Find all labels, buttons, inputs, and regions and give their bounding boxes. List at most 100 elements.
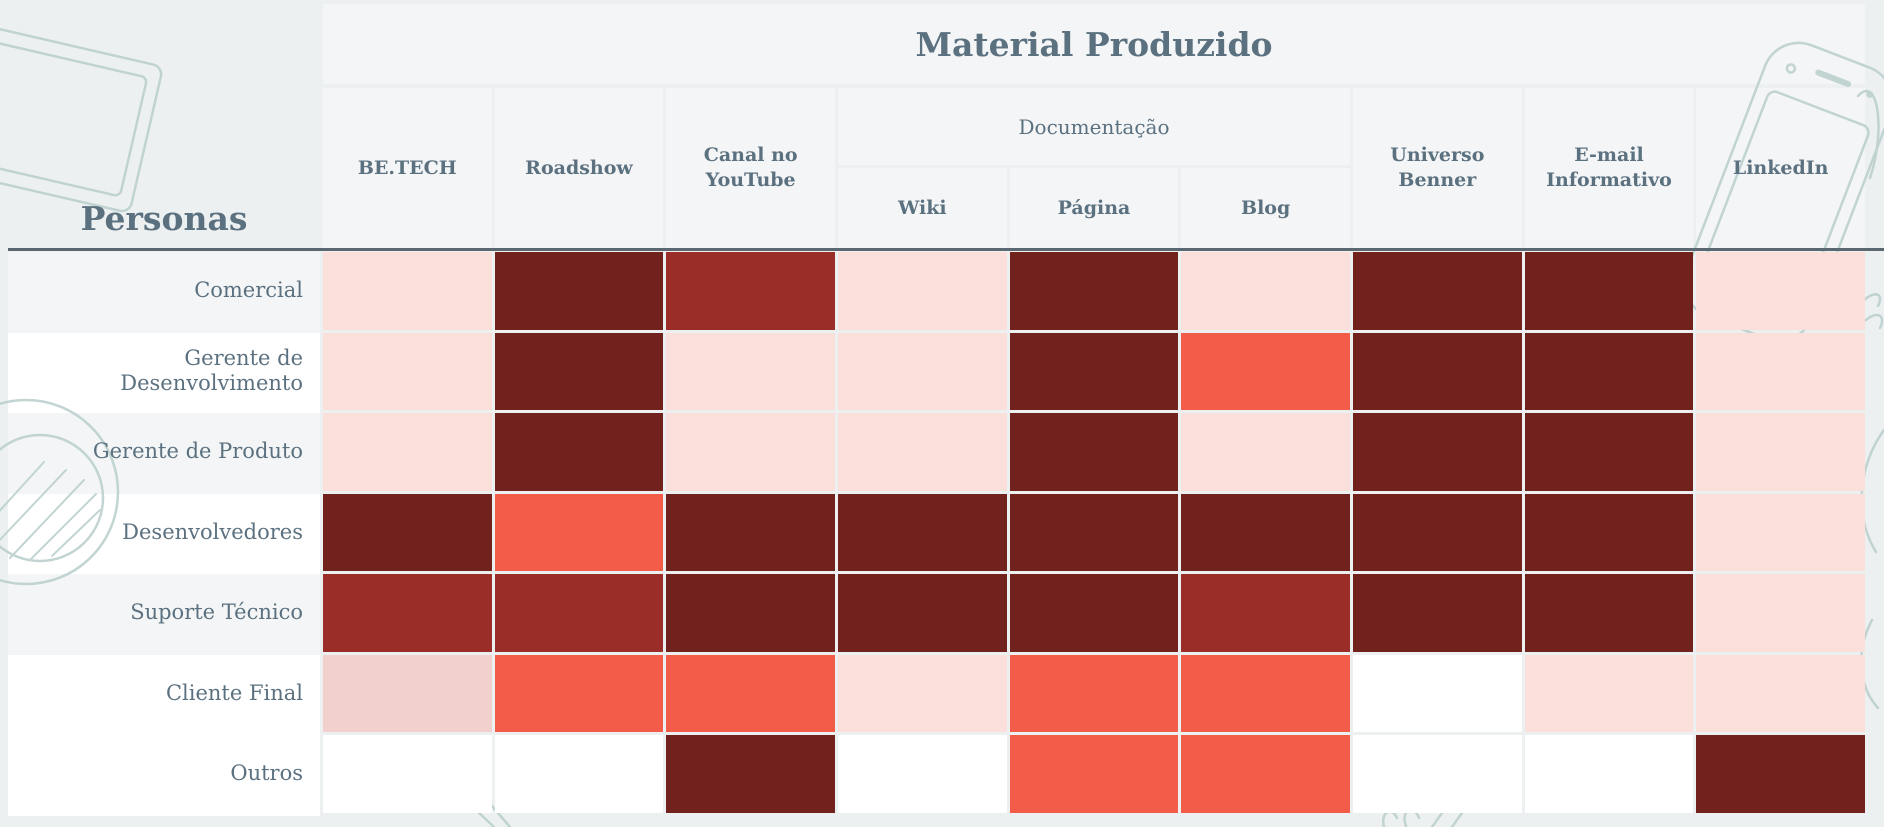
column-group-header-documentacao: Documentação xyxy=(1018,114,1170,139)
row-stripe xyxy=(8,574,320,655)
column-header-linkedin: LinkedIn xyxy=(1696,88,1865,248)
column-header-label: Blog xyxy=(1241,196,1291,219)
heatmap-cell xyxy=(1009,493,1179,571)
heatmap-cell xyxy=(666,574,835,652)
heatmap-cell xyxy=(494,654,664,732)
heatmap-cell xyxy=(1353,574,1522,652)
column-header-bg xyxy=(666,88,835,248)
row-label-cliente-final: Cliente Final xyxy=(165,680,303,705)
heatmap-cell xyxy=(1696,252,1865,330)
heatmap-cell xyxy=(1181,332,1350,410)
heatmap-cell xyxy=(1181,493,1350,571)
column-header-label: E-mail Informativo xyxy=(1546,144,1672,191)
heatmap-cell xyxy=(1009,252,1179,330)
column-header-bg xyxy=(323,88,492,248)
row-label-comercial: Comercial xyxy=(194,278,303,303)
column-header-e-mail-informativo: E-mail Informativo xyxy=(1525,88,1694,248)
title-band-bg xyxy=(323,4,1865,84)
heatmap-cell xyxy=(1696,735,1865,813)
heatmap-cell xyxy=(666,654,835,732)
heatmap-cell xyxy=(1524,332,1694,410)
heatmap-cell xyxy=(1181,252,1350,330)
row-stripe xyxy=(8,252,320,333)
heatmap-cell xyxy=(1524,252,1694,330)
column-header-bg xyxy=(1353,88,1522,248)
heatmap-cell xyxy=(1009,654,1179,732)
column-header-bg xyxy=(1009,168,1179,248)
heatmap-cell xyxy=(494,574,664,652)
heatmap-cell xyxy=(323,654,492,732)
heatmap-cell xyxy=(666,735,835,813)
heatmap-cell xyxy=(838,574,1007,652)
row-axis-title: Personas xyxy=(80,199,248,238)
heatmap-cell xyxy=(838,413,1007,491)
heatmap-cell xyxy=(1353,654,1522,732)
heatmap-cell xyxy=(1353,493,1522,571)
heatmap-cell xyxy=(1181,735,1350,813)
heatmap-cell xyxy=(838,332,1007,410)
row-label-outros: Outros xyxy=(230,761,303,786)
column-header-blog: Blog xyxy=(1181,168,1350,248)
heatmap-cell xyxy=(323,332,492,410)
column-header-roadshow: Roadshow xyxy=(495,88,664,248)
heatmap-cell xyxy=(1353,735,1522,813)
column-header-bg xyxy=(838,168,1007,248)
column-header-bg xyxy=(494,88,664,248)
heatmap-cell xyxy=(1181,574,1350,652)
heatmap-cell xyxy=(323,413,492,491)
row-label-gerente-de-produto: Gerente de Produto xyxy=(92,439,303,464)
column-header-pagina: Página xyxy=(1010,168,1179,248)
heatmap-cell xyxy=(1181,654,1350,732)
heatmap-cell xyxy=(1353,332,1522,410)
heatmap-cell xyxy=(323,493,492,571)
row-label-gerente-de-desenvolvimento: Gerente de Desenvolvimento xyxy=(120,346,303,396)
column-header-bg xyxy=(1181,168,1350,248)
column-header-label: BE.TECH xyxy=(357,156,457,179)
column-header-label: Universo Benner xyxy=(1390,144,1485,191)
heatmap-cell xyxy=(1524,574,1694,652)
heatmap-cell xyxy=(494,252,664,330)
heatmap-cell xyxy=(1524,493,1694,571)
heatmap-cell xyxy=(494,735,664,813)
heatmap-cell xyxy=(666,252,835,330)
row-label-suporte-tecnico: Suporte Técnico xyxy=(130,600,303,625)
column-header-label: Wiki xyxy=(898,196,947,219)
heatmap-cell xyxy=(1524,654,1694,732)
heatmap-cell xyxy=(323,735,492,813)
heatmap-cell xyxy=(838,252,1007,330)
heatmap-cell xyxy=(1009,413,1179,491)
heatmap-cell xyxy=(323,252,492,330)
column-header-label: Roadshow xyxy=(525,156,633,179)
heatmap-cell xyxy=(1009,332,1179,410)
column-header-be-tech: BE.TECH xyxy=(323,88,492,248)
heatmap-cell xyxy=(666,493,835,571)
heatmap-cell xyxy=(838,493,1007,571)
heatmap-cell xyxy=(1696,574,1865,652)
column-header-bg xyxy=(1524,88,1694,248)
column-header-label: Canal no YouTube xyxy=(703,144,798,191)
heatmap-cell xyxy=(1181,413,1350,491)
page-title: Material Produzido xyxy=(915,24,1273,64)
heatmap-cell xyxy=(838,735,1007,813)
column-header-label: Página xyxy=(1057,196,1131,219)
heatmap-cell xyxy=(1009,735,1179,813)
heatmap-cell xyxy=(1696,332,1865,410)
heatmap-cell xyxy=(1524,735,1694,813)
heatmap-cell xyxy=(1696,413,1865,491)
row-stripe xyxy=(8,735,320,816)
column-header-universo-benner: Universo Benner xyxy=(1353,88,1522,248)
heatmap-cell xyxy=(666,332,835,410)
row-label-desenvolvedores: Desenvolvedores xyxy=(122,519,303,544)
heatmap-cell xyxy=(1524,413,1694,491)
heatmap-cell xyxy=(323,574,492,652)
heatmap-cell xyxy=(838,654,1007,732)
heatmap-cell xyxy=(1696,493,1865,571)
heatmap-cell xyxy=(494,332,664,410)
heatmap-cell xyxy=(1353,413,1522,491)
header-divider-rule xyxy=(8,248,1884,251)
heatmap-cell xyxy=(666,413,835,491)
column-header-canal-no-youtube: Canal no YouTube xyxy=(666,88,835,248)
